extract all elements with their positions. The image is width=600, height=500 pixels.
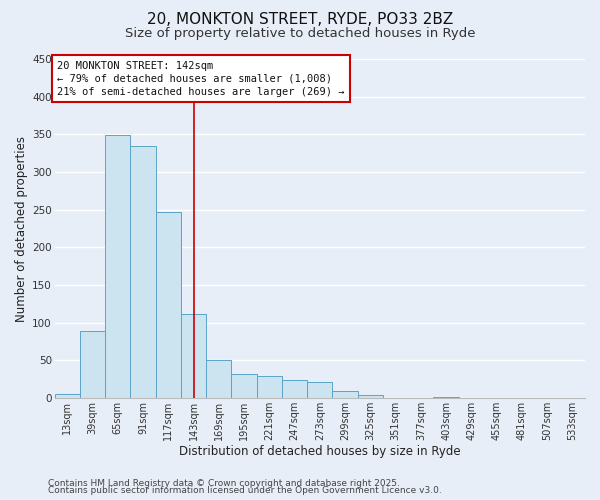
- Bar: [181, 314, 206, 398]
- Bar: [55, 394, 80, 398]
- Bar: [332, 392, 358, 398]
- Bar: [80, 331, 105, 398]
- Bar: [232, 374, 257, 398]
- Bar: [206, 360, 232, 398]
- Text: Size of property relative to detached houses in Ryde: Size of property relative to detached ho…: [125, 28, 475, 40]
- Bar: [130, 146, 156, 398]
- Text: Contains HM Land Registry data © Crown copyright and database right 2025.: Contains HM Land Registry data © Crown c…: [48, 478, 400, 488]
- Bar: [358, 395, 383, 398]
- X-axis label: Distribution of detached houses by size in Ryde: Distribution of detached houses by size …: [179, 444, 461, 458]
- Bar: [257, 376, 282, 398]
- Bar: [156, 212, 181, 398]
- Bar: [282, 380, 307, 398]
- Text: 20, MONKTON STREET, RYDE, PO33 2BZ: 20, MONKTON STREET, RYDE, PO33 2BZ: [147, 12, 453, 28]
- Text: Contains public sector information licensed under the Open Government Licence v3: Contains public sector information licen…: [48, 486, 442, 495]
- Bar: [307, 382, 332, 398]
- Y-axis label: Number of detached properties: Number of detached properties: [15, 136, 28, 322]
- Bar: [105, 135, 130, 398]
- Text: 20 MONKTON STREET: 142sqm
← 79% of detached houses are smaller (1,008)
21% of se: 20 MONKTON STREET: 142sqm ← 79% of detac…: [58, 60, 345, 97]
